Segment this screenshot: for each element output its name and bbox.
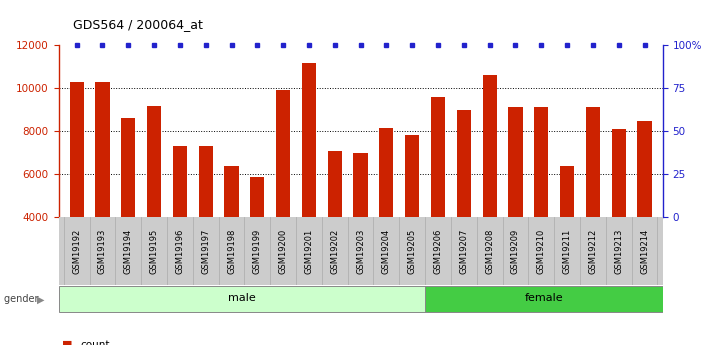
Bar [250,177,264,217]
Text: female: female [525,293,563,303]
Text: male: male [228,293,256,303]
Text: GSM19196: GSM19196 [176,228,184,274]
Text: GSM19214: GSM19214 [640,228,649,274]
Bar [276,90,290,217]
Bar [483,76,497,217]
Text: GSM19201: GSM19201 [304,228,313,274]
Bar [198,146,213,217]
Text: GSM19205: GSM19205 [408,228,417,274]
Text: count: count [80,340,109,345]
Bar [224,166,238,217]
Bar [121,118,136,217]
Bar [69,82,84,217]
Text: GSM19199: GSM19199 [253,228,262,274]
Bar [147,106,161,217]
Text: GSM19197: GSM19197 [201,228,210,274]
Bar [534,107,548,217]
Text: GSM19207: GSM19207 [459,228,468,274]
Text: GSM19200: GSM19200 [278,228,288,274]
Bar [302,63,316,217]
Text: GSM19194: GSM19194 [124,228,133,274]
Bar [379,128,393,217]
Text: GDS564 / 200064_at: GDS564 / 200064_at [73,18,203,31]
Text: GSM19209: GSM19209 [511,228,520,274]
Text: gender: gender [4,294,41,304]
Bar [173,146,187,217]
Text: GSM19213: GSM19213 [614,228,623,274]
Bar [328,150,342,217]
Text: GSM19212: GSM19212 [588,228,598,274]
Text: GSM19210: GSM19210 [537,228,545,274]
Text: ■: ■ [62,340,73,345]
Bar [638,121,652,217]
Text: GSM19204: GSM19204 [382,228,391,274]
Text: GSM19202: GSM19202 [331,228,339,274]
Text: GSM19206: GSM19206 [433,228,443,274]
Text: GSM19195: GSM19195 [149,228,159,274]
Text: GSM19208: GSM19208 [485,228,494,274]
Bar [353,152,368,217]
Bar [457,110,471,217]
Text: ▶: ▶ [37,294,45,304]
Text: GSM19203: GSM19203 [356,228,365,274]
Bar [585,107,600,217]
Bar [508,107,523,217]
Bar [425,286,663,313]
Text: GSM19198: GSM19198 [227,228,236,274]
Bar [59,286,425,313]
Text: GSM19192: GSM19192 [72,228,81,274]
Text: GSM19211: GSM19211 [563,228,572,274]
Bar [612,128,625,217]
Bar [560,166,574,217]
Bar [96,82,109,217]
Text: GSM19193: GSM19193 [98,228,107,274]
Bar [405,135,419,217]
Bar [431,97,445,217]
